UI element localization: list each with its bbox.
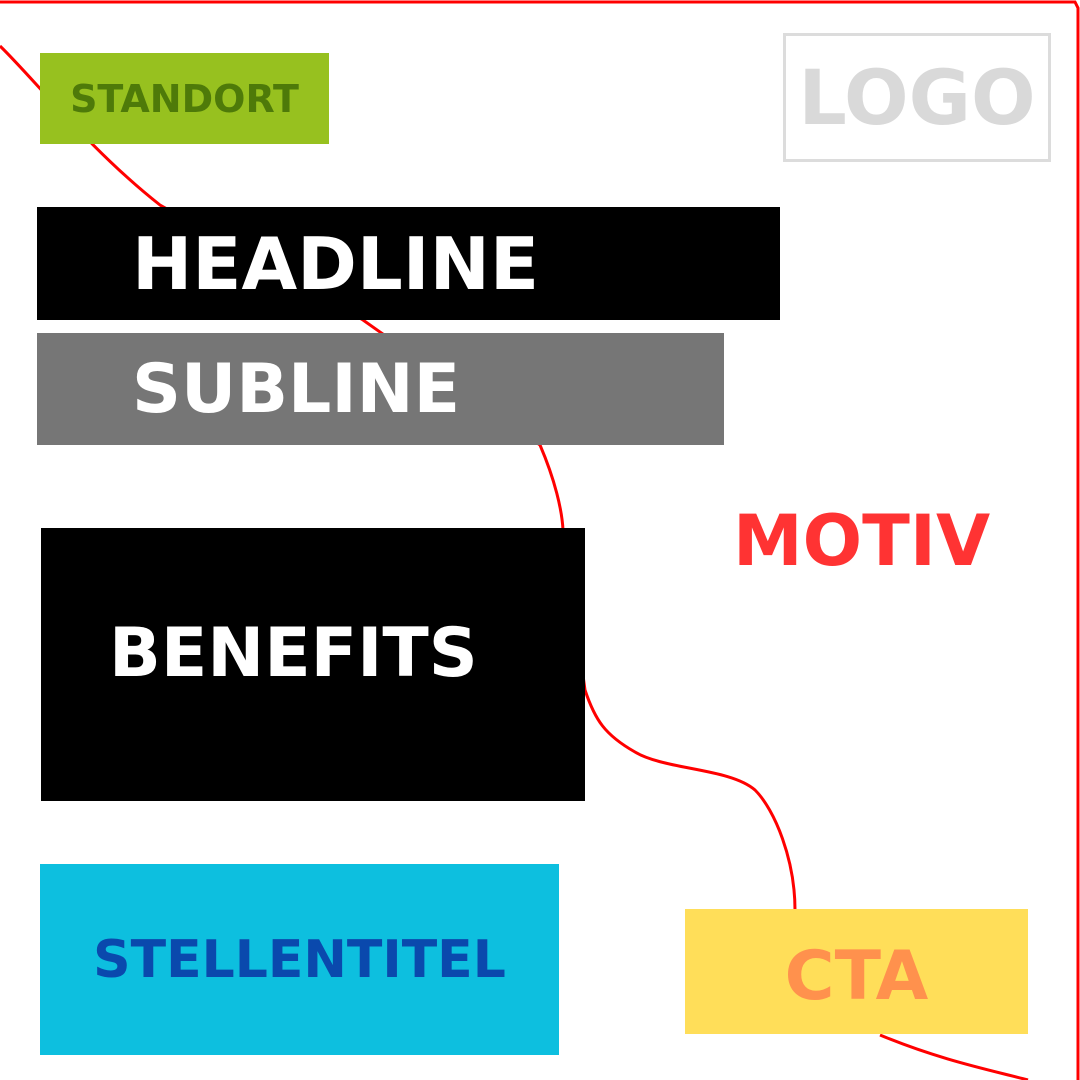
standort-label: STANDORT bbox=[70, 77, 299, 121]
cta-label: CTA bbox=[785, 937, 929, 1016]
headline-placeholder: HEADLINE bbox=[37, 207, 780, 320]
benefits-placeholder: BENEFITS bbox=[41, 528, 585, 801]
headline-label: HEADLINE bbox=[132, 222, 539, 306]
stellentitel-placeholder: STELLENTITEL bbox=[40, 864, 559, 1055]
subline-label: SUBLINE bbox=[132, 350, 460, 429]
logo-placeholder: LOGO bbox=[783, 33, 1051, 162]
logo-label: LOGO bbox=[798, 53, 1035, 142]
motiv-label: MOTIV bbox=[733, 500, 990, 582]
cta-placeholder: CTA bbox=[685, 909, 1028, 1034]
subline-placeholder: SUBLINE bbox=[37, 333, 724, 445]
standort-placeholder: STANDORT bbox=[40, 53, 329, 144]
benefits-label: BENEFITS bbox=[109, 614, 478, 693]
stellentitel-label: STELLENTITEL bbox=[93, 930, 506, 990]
